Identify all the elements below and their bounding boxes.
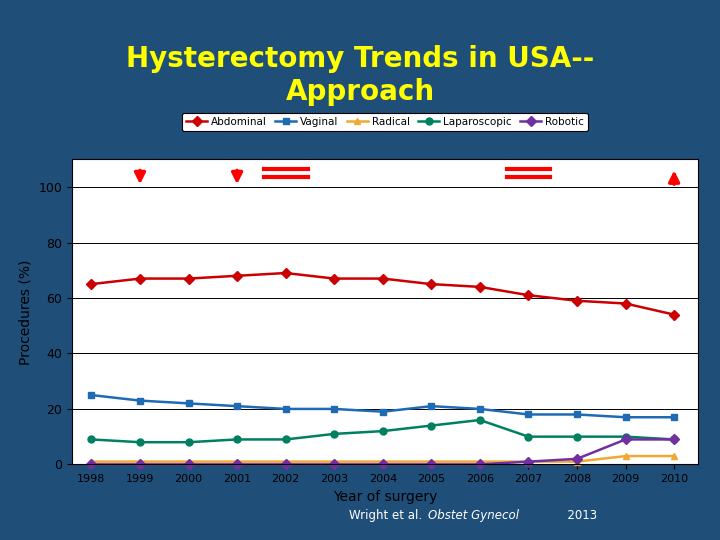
Vaginal [670, 414, 678, 421]
Laparoscopic [427, 422, 436, 429]
Robotic [670, 436, 678, 443]
Vaginal [135, 397, 144, 404]
Radical [184, 458, 193, 465]
Radical [282, 458, 290, 465]
Abdominal [379, 275, 387, 282]
Abdominal [135, 275, 144, 282]
Abdominal [621, 300, 630, 307]
Text: Hysterectomy Trends in USA--
Approach: Hysterectomy Trends in USA-- Approach [126, 45, 594, 106]
Robotic [427, 461, 436, 468]
Robotic [379, 461, 387, 468]
Text: Obstet Gynecol: Obstet Gynecol [428, 509, 519, 522]
Vaginal [330, 406, 338, 412]
Radical [621, 453, 630, 460]
Radical [233, 458, 241, 465]
Vaginal [621, 414, 630, 421]
Abdominal [524, 292, 533, 299]
Laparoscopic [670, 436, 678, 443]
Abdominal [670, 312, 678, 318]
Robotic [87, 461, 96, 468]
Abdominal [233, 273, 241, 279]
Robotic [184, 461, 193, 468]
Line: Abdominal: Abdominal [88, 269, 678, 318]
Y-axis label: Procedures (%): Procedures (%) [19, 259, 33, 364]
Robotic [524, 458, 533, 465]
Vaginal [427, 403, 436, 409]
Robotic [135, 461, 144, 468]
Abdominal [427, 281, 436, 287]
Line: Robotic: Robotic [88, 436, 678, 468]
Vaginal [282, 406, 290, 412]
Abdominal [282, 270, 290, 276]
Robotic [330, 461, 338, 468]
Abdominal [87, 281, 96, 287]
Radical [427, 458, 436, 465]
Radical [87, 458, 96, 465]
Radical [379, 458, 387, 465]
Radical [135, 458, 144, 465]
Laparoscopic [87, 436, 96, 443]
Radical [572, 458, 581, 465]
Laparoscopic [621, 434, 630, 440]
Laparoscopic [282, 436, 290, 443]
Robotic [476, 461, 485, 468]
Line: Radical: Radical [88, 453, 678, 465]
Abdominal [184, 275, 193, 282]
Robotic [233, 461, 241, 468]
Line: Laparoscopic: Laparoscopic [88, 416, 678, 446]
Abdominal [572, 298, 581, 304]
Robotic [282, 461, 290, 468]
Text: Wright et al.: Wright et al. [349, 509, 428, 522]
Radical [524, 458, 533, 465]
Abdominal [330, 275, 338, 282]
Legend: Abdominal, Vaginal, Radical, Laparoscopic, Robotic: Abdominal, Vaginal, Radical, Laparoscopi… [182, 113, 588, 131]
Laparoscopic [184, 439, 193, 446]
Laparoscopic [330, 431, 338, 437]
Robotic [572, 456, 581, 462]
Radical [476, 458, 485, 465]
Vaginal [233, 403, 241, 409]
Laparoscopic [476, 417, 485, 423]
Laparoscopic [135, 439, 144, 446]
X-axis label: Year of surgery: Year of surgery [333, 490, 437, 504]
Text: 2013: 2013 [565, 509, 598, 522]
Vaginal [572, 411, 581, 418]
Laparoscopic [233, 436, 241, 443]
Vaginal [524, 411, 533, 418]
Line: Vaginal: Vaginal [88, 392, 678, 421]
Laparoscopic [379, 428, 387, 434]
Radical [670, 453, 678, 460]
Vaginal [184, 400, 193, 407]
Laparoscopic [572, 434, 581, 440]
Vaginal [87, 392, 96, 399]
Robotic [621, 436, 630, 443]
Vaginal [379, 408, 387, 415]
Abdominal [476, 284, 485, 290]
Vaginal [476, 406, 485, 412]
Radical [330, 458, 338, 465]
Laparoscopic [524, 434, 533, 440]
